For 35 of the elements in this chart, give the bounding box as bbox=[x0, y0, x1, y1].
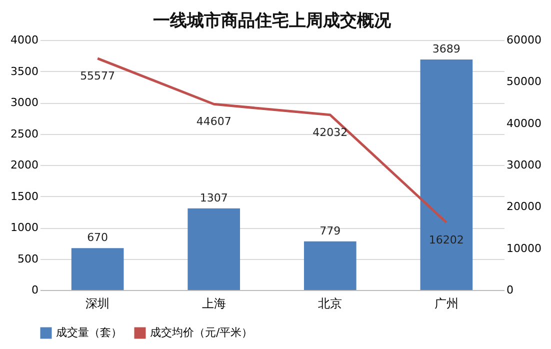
y2-tick-label: 30000 bbox=[506, 158, 542, 172]
data-label: 42032 bbox=[312, 126, 348, 139]
y-tick-label: 2500 bbox=[10, 127, 38, 140]
bar bbox=[188, 208, 240, 290]
y2-tick-label: 0 bbox=[506, 284, 514, 296]
data-label: 55577 bbox=[80, 69, 116, 82]
y-tick-label: 1000 bbox=[10, 221, 38, 234]
y2-tick-label: 20000 bbox=[506, 200, 542, 214]
y2-tick-label: 60000 bbox=[506, 34, 542, 46]
data-label: 16202 bbox=[428, 233, 464, 246]
y-tick-label: 500 bbox=[18, 252, 38, 266]
bar bbox=[71, 248, 124, 290]
bar bbox=[304, 241, 356, 290]
x-tick-label: 广州 bbox=[434, 296, 458, 310]
y2-tick-label: 40000 bbox=[506, 116, 542, 130]
data-label: 670 bbox=[87, 231, 108, 244]
bar bbox=[420, 59, 473, 290]
data-label: 1307 bbox=[200, 191, 228, 204]
y-tick-label: 1500 bbox=[10, 190, 38, 203]
data-label: 44607 bbox=[196, 115, 232, 128]
legend-label: 成交量（套） bbox=[56, 326, 122, 339]
y-tick-label: 2000 bbox=[10, 158, 38, 172]
y-tick-label: 0 bbox=[32, 284, 38, 296]
chart-title: 一线城市商品住宅上周成交概况 bbox=[153, 11, 392, 31]
y-tick-label: 3000 bbox=[10, 96, 38, 109]
x-tick-label: 北京 bbox=[318, 296, 342, 310]
y2-tick-label: 50000 bbox=[506, 75, 542, 88]
data-label: 3689 bbox=[432, 42, 460, 56]
data-label: 779 bbox=[320, 224, 341, 238]
y-tick-label: 4000 bbox=[10, 34, 38, 46]
x-tick-label: 深圳 bbox=[86, 296, 110, 310]
x-tick-label: 上海 bbox=[202, 296, 226, 310]
y-tick-label: 3500 bbox=[10, 64, 38, 78]
y2-tick-label: 10000 bbox=[506, 242, 542, 255]
legend-label: 成交均价（元/平米） bbox=[150, 326, 253, 339]
